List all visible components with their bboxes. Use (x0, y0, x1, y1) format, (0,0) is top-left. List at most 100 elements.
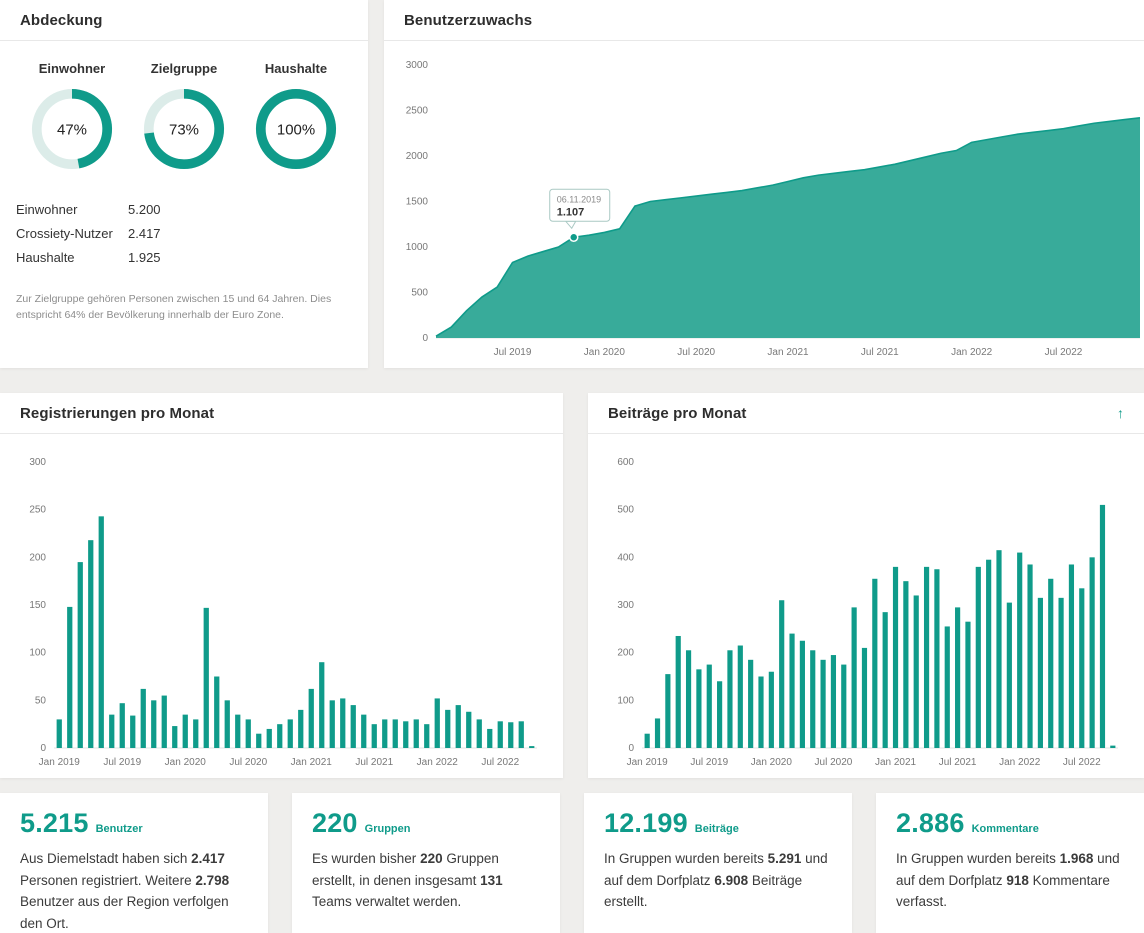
bar[interactable] (768, 671, 774, 748)
bar[interactable] (497, 721, 503, 748)
bar[interactable] (319, 662, 325, 748)
bar[interactable] (1006, 602, 1012, 748)
bar[interactable] (329, 700, 335, 748)
bar[interactable] (996, 550, 1002, 748)
registrations-title: Registrierungen pro Monat (20, 404, 215, 422)
bar[interactable] (98, 516, 104, 748)
bar[interactable] (872, 578, 878, 748)
bar[interactable] (245, 719, 251, 748)
bar[interactable] (529, 746, 535, 748)
bar[interactable] (434, 698, 440, 748)
bar[interactable] (298, 709, 304, 748)
bar[interactable] (445, 709, 451, 748)
bar[interactable] (986, 559, 992, 748)
bar[interactable] (727, 650, 733, 748)
bar[interactable] (161, 695, 167, 748)
bar[interactable] (779, 600, 785, 748)
bar[interactable] (403, 721, 409, 748)
bar[interactable] (224, 700, 230, 748)
bar[interactable] (1037, 597, 1043, 748)
bar[interactable] (361, 714, 367, 748)
bar[interactable] (675, 635, 681, 748)
bar[interactable] (77, 562, 83, 748)
bar[interactable] (851, 607, 857, 748)
bar[interactable] (882, 612, 888, 748)
bar[interactable] (717, 681, 723, 748)
bar[interactable] (830, 655, 837, 748)
bar[interactable] (88, 540, 94, 748)
bar[interactable] (487, 728, 493, 748)
stat-card-text: In Gruppen wurden bereits 1.968 und auf … (896, 851, 1120, 910)
bar[interactable] (455, 705, 461, 748)
registrations-bar-chart[interactable]: 0 50 100 150 200 250 300 Jan 2019 Jul 2019 Jan 20… (10, 448, 551, 778)
bar[interactable] (955, 607, 961, 748)
bar[interactable] (308, 688, 314, 748)
bar[interactable] (130, 715, 136, 748)
bar[interactable] (1058, 597, 1064, 748)
bar[interactable] (934, 569, 940, 748)
bar[interactable] (350, 705, 356, 748)
bar[interactable] (892, 566, 899, 748)
bar[interactable] (424, 724, 430, 748)
bar[interactable] (1089, 557, 1095, 748)
bar[interactable] (654, 718, 661, 748)
bar[interactable] (706, 664, 712, 748)
bar[interactable] (1027, 564, 1033, 748)
bar[interactable] (476, 719, 482, 748)
bar[interactable] (789, 633, 795, 748)
posts-chart-body: 0 100 200 300 400 500 600 Jan 2019 Jul 2019 Jan 2… (588, 434, 1144, 778)
bar[interactable] (340, 698, 346, 748)
arrow-up-icon[interactable]: ↑ (1117, 405, 1124, 421)
bar[interactable] (508, 722, 514, 748)
bar[interactable] (56, 719, 62, 748)
bar[interactable] (975, 566, 981, 748)
bar[interactable] (861, 647, 868, 748)
bar[interactable] (923, 566, 930, 748)
posts-bar-chart[interactable]: 0 100 200 300 400 500 600 Jan 2019 Jul 2019 Jan 2… (598, 448, 1132, 778)
bar[interactable] (1099, 504, 1106, 748)
bar[interactable] (644, 733, 650, 748)
bar[interactable] (287, 719, 293, 748)
bar[interactable] (256, 733, 262, 748)
bar[interactable] (944, 626, 950, 748)
bar[interactable] (277, 724, 283, 748)
bar[interactable] (903, 581, 909, 748)
svg-text:Jul 2019: Jul 2019 (494, 347, 532, 358)
bar[interactable] (182, 714, 188, 748)
bar[interactable] (392, 719, 398, 748)
bar[interactable] (172, 726, 178, 748)
bar[interactable] (518, 721, 524, 748)
bar[interactable] (965, 621, 971, 748)
bar[interactable] (1017, 552, 1023, 748)
bar[interactable] (266, 728, 272, 748)
bar[interactable] (466, 711, 472, 748)
bar[interactable] (1068, 564, 1075, 748)
bar[interactable] (203, 607, 209, 748)
bar[interactable] (413, 719, 419, 748)
bar[interactable] (1079, 588, 1085, 748)
bar[interactable] (665, 674, 671, 748)
bar[interactable] (235, 714, 241, 748)
bar[interactable] (758, 676, 764, 749)
bar[interactable] (193, 719, 199, 748)
bar[interactable] (820, 659, 826, 748)
bar[interactable] (748, 659, 754, 748)
bar[interactable] (913, 595, 919, 748)
bar[interactable] (810, 650, 816, 748)
growth-area-chart[interactable]: 0 500 1000 1500 2000 2500 3000 Jul 2019 Jan 2020… (392, 51, 1144, 368)
bar[interactable] (151, 700, 157, 748)
bar[interactable] (371, 724, 377, 748)
bar[interactable] (119, 703, 125, 748)
bar[interactable] (109, 714, 115, 748)
bar[interactable] (382, 719, 388, 748)
bar[interactable] (799, 640, 805, 748)
bar[interactable] (1110, 745, 1116, 748)
bar[interactable] (214, 676, 220, 749)
bar[interactable] (140, 688, 146, 748)
bar[interactable] (696, 669, 702, 748)
bar[interactable] (737, 645, 743, 748)
bar[interactable] (1048, 578, 1054, 748)
bar[interactable] (685, 650, 692, 748)
bar[interactable] (841, 664, 847, 748)
bar[interactable] (67, 606, 73, 748)
